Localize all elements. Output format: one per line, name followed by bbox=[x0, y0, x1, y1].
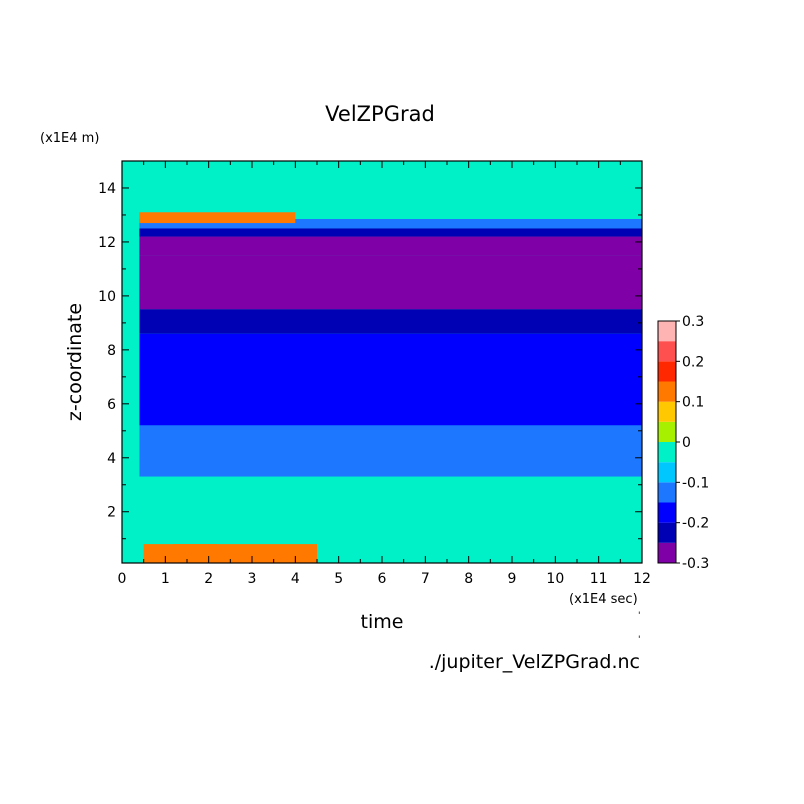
y-tick-label: 10 bbox=[98, 289, 116, 305]
colorbar-label: 0 bbox=[682, 435, 691, 451]
colorbar-segment bbox=[658, 522, 676, 543]
colorbar-segment bbox=[658, 381, 676, 402]
x-tick-label: 5 bbox=[334, 571, 343, 587]
contour-feature bbox=[174, 544, 218, 563]
contour-band bbox=[139, 476, 642, 531]
x-axis: 0 1 2 3 4 5 6 7 8 9 10 11 12 bbox=[118, 161, 651, 587]
colorbar: 0.3 0.2 0.1 0 -0.1 -0.2 -0.3 bbox=[657, 314, 709, 572]
contour-band bbox=[122, 236, 140, 563]
y-axis: 2 4 6 8 10 12 14 bbox=[98, 160, 642, 540]
colorbar-segment bbox=[658, 482, 676, 503]
colorbar-segment bbox=[658, 361, 676, 382]
chart-title: VelZPGrad bbox=[325, 102, 435, 126]
colorbar-label: 0.2 bbox=[682, 354, 704, 370]
colorbar-segment bbox=[658, 542, 676, 563]
x-tick-label: 6 bbox=[378, 571, 387, 587]
colorbar-segment bbox=[658, 442, 676, 463]
y-axis-label: z-coordinate bbox=[64, 303, 86, 421]
colorbar-label: 0.1 bbox=[682, 395, 704, 411]
x-tick-label: 8 bbox=[464, 571, 473, 587]
y-tick-label: 6 bbox=[107, 397, 116, 413]
x-tick-label: 2 bbox=[204, 571, 213, 587]
y-tick-label: 8 bbox=[107, 343, 116, 359]
colorbar-label: 0.3 bbox=[682, 314, 704, 330]
tick-mark: ' bbox=[638, 635, 640, 645]
colorbar-segment bbox=[658, 321, 676, 342]
contour-band bbox=[139, 236, 642, 256]
contour-band bbox=[139, 333, 642, 426]
contour-band bbox=[139, 309, 642, 334]
colorbar-segment bbox=[658, 341, 676, 362]
contour-band bbox=[139, 255, 642, 310]
contour-band bbox=[139, 425, 642, 477]
y-tick-label: 12 bbox=[98, 235, 116, 251]
colorbar-label: -0.2 bbox=[682, 516, 709, 532]
x-tick-label: 1 bbox=[161, 571, 170, 587]
x-tick-label: 9 bbox=[508, 571, 517, 587]
colorbar-segment bbox=[658, 401, 676, 422]
contour-band bbox=[139, 228, 642, 237]
x-tick-label: 3 bbox=[248, 571, 257, 587]
tick-mark: ' bbox=[638, 611, 640, 621]
contour-band bbox=[139, 161, 642, 209]
colorbar-segment bbox=[658, 421, 676, 442]
colorbar-label: -0.3 bbox=[682, 556, 709, 572]
x-unit-label: (x1E4 sec) bbox=[569, 592, 638, 607]
colorbar-segment bbox=[658, 502, 676, 523]
y-tick-label: 2 bbox=[107, 505, 116, 521]
source-filename: ./jupiter_VelZPGrad.nc bbox=[429, 651, 640, 673]
y-unit-label: (x1E4 m) bbox=[40, 131, 99, 146]
x-tick-label: 4 bbox=[291, 571, 300, 587]
plot-area bbox=[122, 161, 642, 563]
x-tick-label: 0 bbox=[118, 571, 127, 587]
x-axis-label: time bbox=[361, 611, 404, 633]
contour-feature bbox=[139, 212, 296, 224]
colorbar-segment bbox=[658, 462, 676, 483]
x-tick-label: 12 bbox=[633, 571, 651, 587]
y-tick-label: 4 bbox=[107, 451, 116, 467]
colorbar-label: -0.1 bbox=[682, 475, 709, 491]
contour-band bbox=[139, 208, 642, 220]
y-tick-label: 14 bbox=[98, 181, 116, 197]
x-tick-label: 7 bbox=[421, 571, 430, 587]
contour-band bbox=[139, 219, 642, 229]
x-tick-label: 10 bbox=[546, 571, 564, 587]
x-tick-label: 11 bbox=[590, 571, 608, 587]
